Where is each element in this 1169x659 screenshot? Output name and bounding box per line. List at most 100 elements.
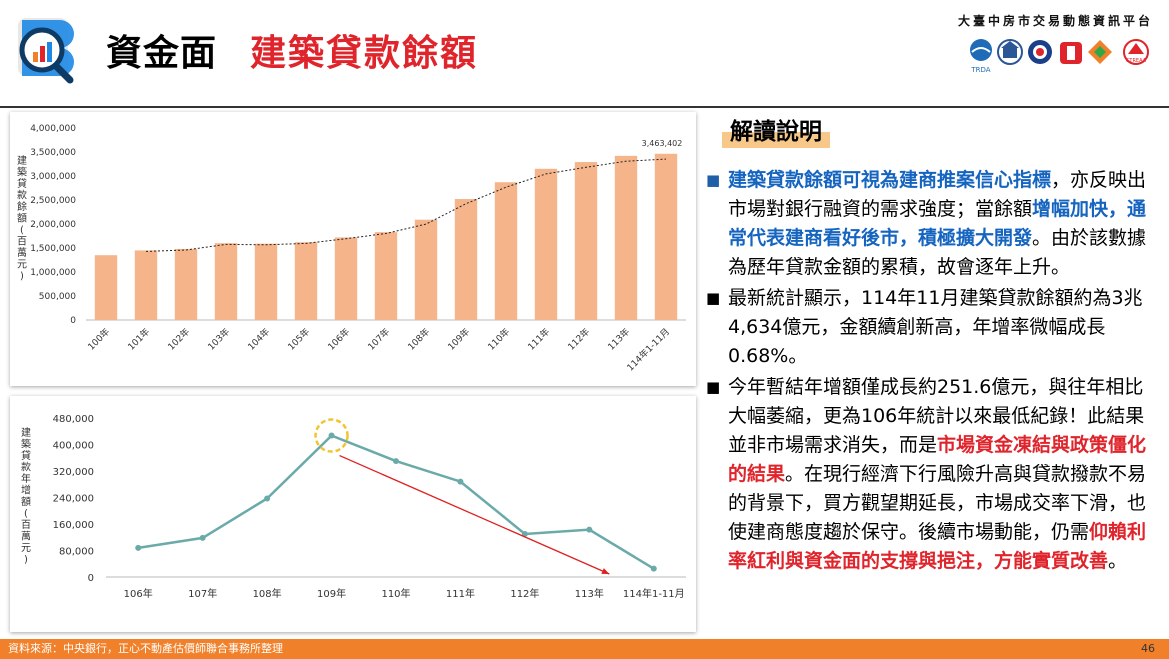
data-point <box>393 458 399 465</box>
header-divider <box>0 106 1169 108</box>
bar <box>494 182 518 320</box>
y-axis-title-char: 款 <box>17 189 27 202</box>
body-text: 。 <box>1108 550 1128 572</box>
list-item: ■ 今年暫結年增額僅成長約251.6億元，與往年相比大幅萎縮，更為106年統計以… <box>706 373 1162 576</box>
y-axis-title-char: 貸 <box>17 177 27 190</box>
y-axis-title-char: ( <box>24 509 28 520</box>
y-tick-label: 3,500,000 <box>30 148 76 158</box>
data-point <box>650 565 657 572</box>
explanation-title: 解讀說明 <box>722 112 830 148</box>
y-axis-title-char: 萬 <box>17 246 27 259</box>
y-tick-label: 0 <box>70 316 76 326</box>
x-tick-label: 109年 <box>317 587 346 600</box>
y-axis-title-char: 元 <box>21 543 31 554</box>
highlight-circle <box>314 418 349 453</box>
square-bullet-icon: ■ <box>706 289 721 307</box>
bar <box>334 237 358 320</box>
data-point <box>264 495 271 502</box>
y-tick-label: 320,000 <box>53 467 94 478</box>
data-point <box>199 534 206 541</box>
bar <box>254 243 278 320</box>
page-number: 46 <box>1141 642 1155 655</box>
source-note: 資料來源：中央銀行，正心不動產估價師聯合事務所整理 <box>8 642 283 655</box>
x-tick-label: 107年 <box>365 326 392 353</box>
x-tick-label: 101年 <box>125 326 152 353</box>
body-text: ，亦反映出市場對銀行融資的需求強度；當餘額 <box>728 169 1147 220</box>
x-tick-label: 100年 <box>85 326 112 353</box>
y-tick-label: 80,000 <box>59 547 94 558</box>
y-tick-label: 1,000,000 <box>30 268 76 278</box>
y-axis-title-char: 築 <box>17 166 27 179</box>
bar <box>174 248 198 320</box>
y-axis-title-char: ) <box>24 555 28 566</box>
highlight-text: 增幅加快，通常代表建商看好後市，積極擴大開發 <box>728 198 1147 249</box>
trda-logo-icon: TRDA <box>970 39 992 74</box>
y-axis-title-char: 額 <box>21 495 31 508</box>
ctreaa-logo-icon: CTREAA <box>1123 39 1149 65</box>
taichung-logo-icon <box>1060 42 1082 64</box>
y-tick-label: 240,000 <box>53 494 94 505</box>
list-item: ■ 建築貸款餘額可視為建商推案信心指標，亦反映出市場對銀行融資的需求強度；當餘額… <box>706 166 1162 282</box>
y-tick-label: 400,000 <box>53 441 94 452</box>
data-point <box>586 526 593 533</box>
y-tick-label: 0 <box>88 573 94 584</box>
bar <box>414 219 438 320</box>
x-tick-label: 107年 <box>188 587 217 600</box>
x-tick-label: 108年 <box>253 587 282 600</box>
bar <box>134 250 158 320</box>
bar <box>574 162 598 320</box>
y-tick-label: 4,000,000 <box>30 124 76 134</box>
y-axis-title-char: 百 <box>17 236 27 248</box>
seal-logo-icon <box>1028 40 1052 64</box>
y-tick-label: 2,000,000 <box>30 220 76 230</box>
body-text: 最新統計顯示，114年11月建築貸款餘額約為3兆4,634億元，金額續創新高，年… <box>728 287 1143 367</box>
square-bullet-icon: ■ <box>706 378 721 396</box>
y-axis-title-char: 額 <box>17 212 27 225</box>
y-axis-title-char: 貸 <box>21 449 31 462</box>
square-bullet-icon: ■ <box>706 171 721 189</box>
y-axis-title-char: 款 <box>21 461 31 474</box>
list-item: ■ 最新統計顯示，114年11月建築貸款餘額約為3兆4,634億元，金額續創新高… <box>706 284 1162 371</box>
x-tick-label: 105年 <box>285 326 312 353</box>
body-text: 。在現行經濟下行風險升高與貸款撥款不易的背景下，買方觀望期延長，市場成交率下滑，… <box>728 463 1147 543</box>
x-tick-label: 113年 <box>605 326 632 353</box>
platform-logo-icon <box>18 18 74 84</box>
y-axis-title-char: 年 <box>21 472 31 485</box>
x-tick-label: 112年 <box>565 326 592 353</box>
series-line <box>138 434 655 570</box>
partner-logos: TRDA CTREAA <box>970 39 1149 74</box>
bar <box>214 243 238 320</box>
data-point <box>457 478 464 485</box>
y-axis-title-char: ) <box>20 271 24 282</box>
x-tick-label: 114年1-11月 <box>624 326 672 374</box>
loan-growth-chart-svg: 0 80,000 160,000 240,000 320,000 400,000 480,0… <box>21 414 686 600</box>
x-tick-label: 114年1-11月 <box>623 587 685 600</box>
header: 資金面 建築貸款餘額 大臺中房市交易動態資訊平台 TRDA CTREAA <box>0 0 1169 100</box>
loan-balance-chart-svg: 0 500,000 1,000,000 1,500,000 2,000,000 2,500… <box>17 124 686 374</box>
y-axis-title-char: 增 <box>21 484 31 497</box>
page-title: 資金面 <box>106 33 218 74</box>
y-tick-label: 3,000,000 <box>30 172 76 182</box>
x-tick-label: 102年 <box>165 326 192 353</box>
ctreaa-logo-text: CTREAA <box>1126 58 1147 64</box>
y-tick-label: 2,500,000 <box>30 196 76 206</box>
diamond-logo-icon <box>1088 40 1112 64</box>
x-tick-label: 106年 <box>124 587 153 600</box>
body-text: 。由於該數據為歷年貸款金額的累積，故會逐年上升。 <box>728 227 1147 278</box>
data-point <box>521 530 528 537</box>
data-point <box>328 432 335 439</box>
building-logo-icon <box>997 39 1023 65</box>
bar <box>374 232 398 320</box>
y-axis-title-char: 築 <box>21 438 31 451</box>
explanation-list: ■ 建築貸款餘額可視為建商推案信心指標，亦反映出市場對銀行融資的需求強度；當餘額… <box>706 166 1162 578</box>
platform-name: 大臺中房市交易動態資訊平台 <box>957 14 1153 28</box>
x-tick-label: 109年 <box>445 326 472 353</box>
trend-arrow-head <box>601 568 610 574</box>
y-tick-label: 480,000 <box>53 414 94 425</box>
highlight-text: 建築貸款餘額可視為建商推案信心指標 <box>728 169 1052 191</box>
y-axis-title-char: 百 <box>21 519 31 531</box>
bar <box>94 255 118 320</box>
footer: 資料來源：中央銀行，正心不動產估價師聯合事務所整理 46 <box>0 639 1169 659</box>
y-axis-title-char: 元 <box>17 260 27 271</box>
